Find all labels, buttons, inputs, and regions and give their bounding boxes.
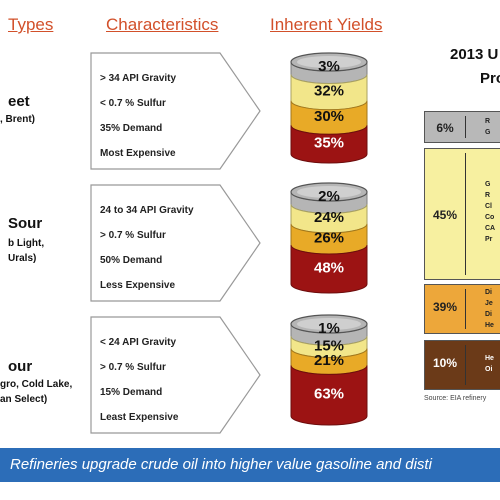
product-text-line: Je [485,300,493,307]
yield-label: 24% [314,209,344,226]
yield-label: 3% [318,58,340,75]
product-box-gas: 6% R G [424,111,500,143]
product-percent: 45% [432,208,458,222]
product-text-line: Oi [485,366,493,373]
product-text-line: R [485,192,491,199]
cylinder-top-highlight [297,186,361,198]
product-text-line: Co [485,214,495,221]
characteristic-line: 35% Demand [100,123,163,134]
arrow-box-outline [90,316,261,434]
product-text-line: He [485,355,494,362]
yield-label: 15% [314,337,344,354]
product-box-heavy-oil: 10% He Oi [424,340,500,390]
characteristic-line: Most Expensive [100,148,176,159]
characteristic-line: 24 to 34 API Gravity [100,205,194,216]
crude-example-line: gro, Cold Lake, [0,379,73,390]
product-text: Di Je Di He [485,287,494,331]
arrow-box-outline [90,52,261,170]
product-text-line: G [485,181,491,188]
inherent-yields-header: Inherent Yields [270,15,383,34]
characteristic-line: 15% Demand [100,387,163,398]
product-divider [465,289,466,329]
product-text-line: Di [485,289,492,296]
product-text: He Oi [485,353,494,375]
characteristic-line: < 0.7 % Sulfur [100,98,166,109]
product-divider [465,153,466,275]
product-text: R G [485,116,490,138]
product-text-line: R [485,118,491,125]
crude-example-line: Urals) [8,253,37,264]
crude-name-medium-sour: Sour [8,215,43,232]
yield-cylinder-sweet: 3% 32% 30% 35% [288,50,370,165]
product-percent: 39% [432,300,458,314]
product-panel-title-year: 2013 U [450,46,499,63]
crude-examples-heavy-sour: gro, Cold Lake, an Select) [0,377,72,407]
yield-segment-heavy [290,244,368,294]
yield-label: 63% [314,386,344,403]
yield-cylinder-heavy-sour: 1% 15% 21% 63% [288,312,370,427]
characteristics-box-heavy-sour: < 24 API Gravity > 0.7 % Sulfur 15% Dema… [90,316,262,434]
crude-name-sweet: eet [8,93,30,110]
product-text: G R Cl Co CA Pr [485,179,495,245]
characteristics-box-medium-sour: 24 to 34 API Gravity > 0.7 % Sulfur 50% … [90,184,262,302]
characteristic-line: 50% Demand [100,255,163,266]
banner-text: Refineries upgrade crude oil into higher… [10,456,432,473]
types-header: Types [8,15,54,34]
characteristic-line: > 34 API Gravity [100,73,177,84]
arrow-box-outline [90,184,261,302]
crude-examples-medium-sour: b Light, Urals) [8,236,44,266]
bottom-banner: Refineries upgrade crude oil into higher… [0,448,500,482]
product-text-line: CA [485,225,496,232]
characteristic-line: > 0.7 % Sulfur [100,362,166,373]
yield-label: 48% [314,259,344,276]
product-text-line: He [485,322,494,329]
yield-segment-heavy [290,125,368,164]
yield-label: 32% [314,83,344,100]
source-note: Source: EIA refinery [424,395,487,402]
yield-label: 1% [318,320,340,337]
product-panel-title-word: Pro [480,70,500,87]
cylinder-svg: 2% 24% 26% 48% [290,182,368,294]
characteristic-line: < 24 API Gravity [100,337,177,348]
yield-segment-heavy [290,365,368,426]
yield-label: 21% [314,352,344,369]
cylinder-top-highlight [297,56,361,68]
yield-cylinder-medium-sour: 2% 24% 26% 48% [288,180,370,295]
product-text-line: Pr [485,236,493,243]
characteristics-box-sweet: > 34 API Gravity < 0.7 % Sulfur 35% Dema… [90,52,262,170]
product-percent: 10% [432,356,458,370]
cylinder-top-highlight [297,318,361,330]
product-box-distillate: 39% Di Je Di He [424,284,500,334]
crude-example-line: , Brent) [0,114,35,125]
characteristic-line: Less Expensive [100,280,176,291]
product-box-gasoline: 45% G R Cl Co CA Pr [424,148,500,280]
yield-label: 30% [314,108,344,125]
cylinder-svg: 3% 32% 30% 35% [290,52,368,164]
yield-label: 26% [314,229,344,246]
product-divider [465,345,466,385]
cylinder-svg: 1%15%21% 63% [290,314,368,426]
characteristic-line: Least Expensive [100,412,179,423]
product-text-line: Di [485,311,492,318]
crude-example-line: b Light, [8,238,45,249]
product-text-line: Cl [485,203,492,210]
crude-examples-sweet: , Brent) [0,112,35,127]
crude-name-heavy-sour: our [8,358,33,375]
characteristic-line: > 0.7 % Sulfur [100,230,166,241]
product-text-line: G [485,129,491,136]
yield-label: 35% [314,135,344,152]
characteristics-header: Characteristics [106,15,219,34]
product-percent: 6% [436,121,454,135]
yield-label: 2% [318,188,340,205]
product-divider [465,116,466,138]
crude-example-line: an Select) [0,394,48,405]
